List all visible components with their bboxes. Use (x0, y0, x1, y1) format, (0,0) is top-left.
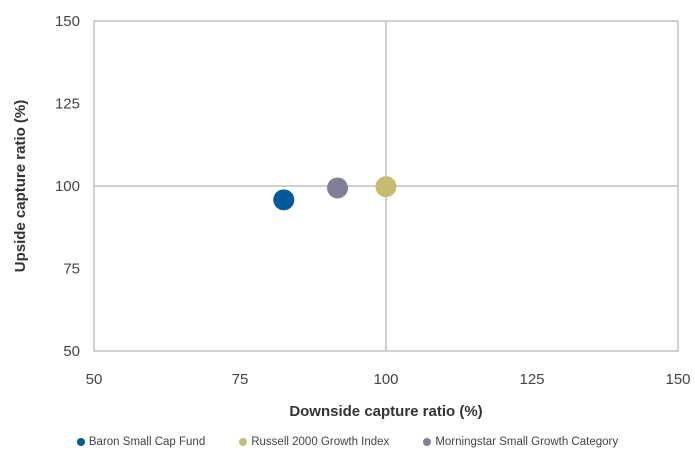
y-tick-label: 50 (63, 343, 80, 360)
legend-label: Morningstar Small Growth Category (435, 436, 619, 448)
x-axis-ticks: 50 75 100 125 150 (86, 371, 691, 388)
legend-marker (423, 438, 432, 446)
chart-legend: Baron Small Cap Fund Russell 2000 Growth … (0, 436, 695, 448)
legend-item: Russell 2000 Growth Index (239, 436, 389, 448)
y-tick-label: 150 (55, 13, 80, 30)
legend-item: Baron Small Cap Fund (76, 436, 206, 448)
legend-marker (239, 438, 248, 446)
legend-label: Baron Small Cap Fund (88, 436, 206, 448)
x-tick-label: 75 (232, 371, 249, 388)
y-tick-label: 125 (55, 96, 80, 113)
x-tick-label: 50 (86, 371, 103, 388)
legend-label: Russell 2000 Growth Index (251, 436, 390, 448)
x-tick-label: 150 (665, 371, 690, 388)
y-axis-ticks: 50 75 100 125 150 (55, 13, 80, 360)
data-point (327, 177, 349, 199)
data-point (375, 176, 397, 198)
data-points (273, 176, 397, 211)
x-axis-title: Downside capture ratio (%) (289, 403, 482, 420)
data-point (273, 189, 295, 211)
legend-item: Morningstar Small Growth Category (423, 436, 618, 448)
x-tick-label: 125 (519, 371, 544, 388)
y-tick-label: 100 (55, 178, 80, 195)
legend-marker (76, 438, 85, 446)
y-tick-label: 75 (63, 261, 80, 278)
y-axis-title: Upside capture ratio (%) (12, 100, 29, 273)
x-tick-label: 100 (373, 371, 398, 388)
